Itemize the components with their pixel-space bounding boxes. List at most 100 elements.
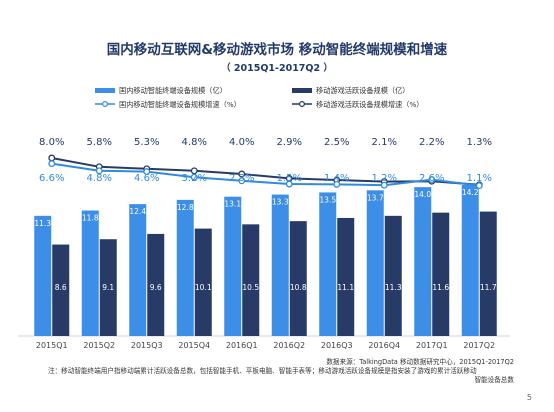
bar-label-terminal-devices: 14.0: [414, 190, 431, 199]
x-tick-label: 2015Q1: [36, 341, 68, 350]
terminal-growth-point: [428, 176, 436, 184]
bar-terminal-devices: [271, 194, 289, 336]
x-tick-label: 2015Q4: [178, 341, 210, 350]
bar-game-devices: [242, 224, 260, 336]
bar-label-game-devices: 11.6: [432, 283, 449, 292]
game-growth-label: 2.5%: [324, 137, 349, 148]
game-growth-label: 2.9%: [277, 137, 302, 148]
bar-game-devices: [479, 211, 497, 336]
bar-label-game-devices: 10.1: [195, 283, 212, 292]
bar-label-game-devices: 10.5: [242, 283, 259, 292]
bar-game-devices: [337, 217, 355, 336]
terminal-growth-point: [190, 173, 198, 181]
bar-game-devices: [432, 212, 450, 336]
terminal-growth-point: [238, 177, 246, 185]
footnote-continuation: 智能设备总数: [474, 376, 514, 384]
bar-label-terminal-devices: 12.4: [129, 207, 146, 216]
game-growth-point: [238, 170, 246, 178]
bar-game-devices: [384, 215, 402, 336]
terminal-growth-label: 1.5%: [277, 173, 302, 184]
game-growth-label: 4.0%: [229, 137, 254, 148]
terminal-growth-label: 1.1%: [467, 173, 492, 184]
chart-legend: 国内移动智能终端设备规模（亿） 移动游戏活跃设备规模（亿） 国内移动智能终端设备…: [95, 86, 423, 109]
x-tick-label: 2016Q2: [273, 341, 305, 350]
x-tick-label: 2017Q2: [463, 341, 495, 350]
bar-game-devices: [99, 239, 117, 336]
game-growth-label: 5.8%: [87, 137, 112, 148]
bar-game-devices: [289, 221, 307, 336]
x-tick-label: 2016Q3: [321, 341, 353, 350]
terminal-growth-point: [285, 180, 293, 188]
bar-label-terminal-devices: 14.2: [462, 188, 479, 197]
game-growth-label: 4.8%: [182, 137, 207, 148]
terminal-growth-label: 1.2%: [372, 173, 397, 184]
bar-label-game-devices: 11.1: [337, 283, 354, 292]
bar-label-game-devices: 11.3: [385, 283, 402, 292]
bar-terminal-devices: [461, 185, 479, 336]
bar-label-game-devices: 9.1: [102, 283, 114, 292]
bar-game-devices: [147, 233, 165, 336]
legend-label-bar2: 移动游戏活跃设备规模（亿）: [316, 86, 409, 95]
terminal-growth-point: [143, 168, 151, 176]
legend-swatch-bar2: [292, 88, 312, 93]
bar-label-terminal-devices: 12.8: [177, 203, 194, 212]
page-number: 5: [526, 393, 532, 402]
legend-label-bar1: 国内移动智能终端设备规模（亿）: [119, 86, 227, 95]
bar-label-terminal-devices: 13.1: [224, 200, 241, 209]
game-growth-point: [190, 167, 198, 175]
bar-game-devices: [52, 244, 70, 336]
terminal-growth-label: 4.6%: [134, 173, 159, 184]
game-growth-label: 8.0%: [39, 137, 64, 148]
bar-label-game-devices: 8.6: [55, 283, 67, 292]
bar-terminal-devices: [319, 192, 337, 336]
terminal-growth-point: [380, 181, 388, 189]
bar-terminal-devices: [176, 199, 194, 336]
legend-marker-line1: [101, 100, 108, 107]
chart-subtitle: （ 2015Q1-2017Q2 ）: [221, 63, 333, 74]
legend-label-line2: 移动游戏活跃设备规模增速（%）: [316, 100, 423, 109]
bar-terminal-devices: [34, 215, 52, 336]
bar-label-game-devices: 10.8: [290, 283, 307, 292]
x-tick-label: 2016Q1: [226, 341, 258, 350]
terminal-growth-line: [51, 162, 480, 187]
bar-terminal-devices: [81, 210, 99, 336]
legend-swatch-bar1: [95, 88, 115, 93]
game-growth-label: 2.2%: [419, 137, 444, 148]
bar-terminal-devices: [366, 190, 384, 336]
x-tick-label: 2015Q2: [83, 341, 115, 350]
bar-terminal-devices: [224, 196, 242, 336]
game-growth-label: 5.3%: [134, 137, 159, 148]
x-tick-label: 2017Q1: [416, 341, 448, 350]
bar-terminal-devices: [414, 187, 432, 336]
plot-area: 11.3 8.6 2015Q1 11.8 9.1 2015Q2 12.4 9.6 2015Q3 1…: [18, 137, 510, 350]
x-tick-label: 2015Q3: [131, 341, 163, 350]
chart-title: 国内移动互联网&移动游戏市场 移动智能终端规模和增速: [106, 42, 448, 58]
terminal-growth-point: [48, 160, 56, 168]
game-growth-label: 2.1%: [372, 137, 397, 148]
legend-label-line1: 国内移动智能终端设备规模增速（%）: [119, 100, 241, 109]
bar-label-terminal-devices: 13.5: [319, 195, 336, 204]
bar-label-terminal-devices: 13.7: [367, 193, 384, 202]
legend-marker-line2: [299, 100, 306, 107]
terminal-growth-label: 1.4%: [324, 173, 349, 184]
terminal-growth-label: 2.3%: [229, 173, 254, 184]
source-note: 数据来源：TalkingData 移动数据研究中心，2015Q1-2017Q2: [326, 358, 514, 366]
bar-label-terminal-devices: 13.3: [272, 198, 289, 207]
bar-terminal-devices: [129, 204, 147, 336]
bar-label-terminal-devices: 11.8: [82, 214, 99, 223]
bar-game-devices: [194, 228, 212, 336]
x-tick-label: 2016Q4: [368, 341, 400, 350]
terminal-growth-label: 6.6%: [39, 173, 64, 184]
terminal-growth-label: 3.2%: [182, 173, 207, 184]
bar-label-game-devices: 11.7: [480, 283, 497, 292]
game-growth-label: 1.3%: [467, 137, 492, 148]
terminal-growth-label: 2.6%: [419, 173, 444, 184]
terminal-growth-point: [475, 182, 483, 190]
terminal-growth-label: 4.8%: [87, 173, 112, 184]
game-growth-point: [48, 154, 56, 162]
terminal-growth-point: [333, 180, 341, 188]
bar-label-terminal-devices: 11.3: [34, 219, 51, 228]
footnote: 注：移动智能终端用户指移动端累计活跃设备总数，包括智能手机、平板电脑、智能手表等…: [48, 367, 477, 375]
bar-label-game-devices: 9.6: [150, 283, 162, 292]
